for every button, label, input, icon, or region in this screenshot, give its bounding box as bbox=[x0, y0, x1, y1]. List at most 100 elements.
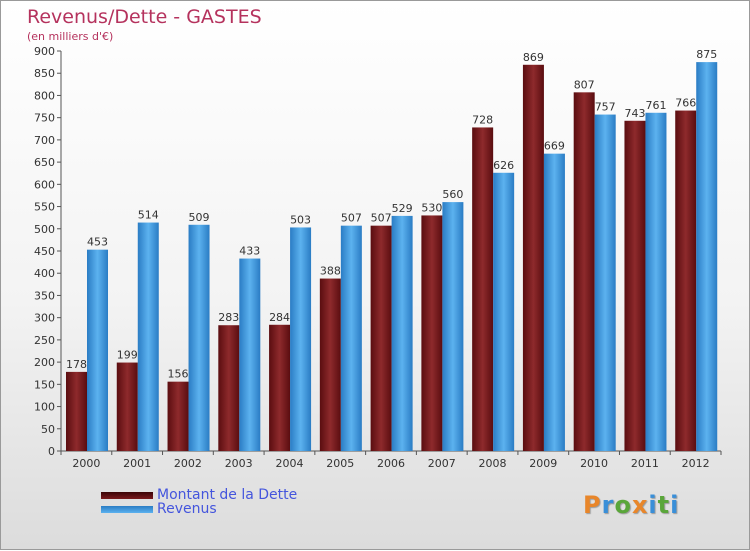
bar-debt bbox=[370, 225, 392, 451]
data-label-revenus: 669 bbox=[544, 140, 565, 153]
data-label-revenus: 503 bbox=[290, 213, 311, 226]
legend-swatch-revenus bbox=[101, 505, 153, 513]
legend-item-revenus: Revenus bbox=[101, 501, 217, 517]
legend-label-revenus: Revenus bbox=[157, 501, 217, 517]
bar-debt bbox=[675, 110, 697, 452]
y-tick-label: 600 bbox=[34, 178, 55, 191]
x-tick-label: 2002 bbox=[174, 457, 202, 470]
bar-debt bbox=[269, 324, 291, 451]
bar-revenus bbox=[594, 114, 616, 452]
x-tick-label: 2005 bbox=[326, 457, 354, 470]
x-tick-label: 2004 bbox=[275, 457, 303, 470]
y-tick-label: 800 bbox=[34, 89, 55, 102]
data-label-revenus: 514 bbox=[138, 209, 159, 222]
data-label-debt: 156 bbox=[168, 368, 189, 381]
y-tick-label: 150 bbox=[34, 378, 55, 391]
bar-debt bbox=[472, 127, 494, 451]
y-tick-label: 300 bbox=[34, 312, 55, 325]
x-tick-label: 2010 bbox=[580, 457, 608, 470]
y-tick-label: 450 bbox=[34, 245, 55, 258]
x-tick-label: 2011 bbox=[631, 457, 659, 470]
data-label-debt: 388 bbox=[320, 265, 341, 278]
data-label-debt: 869 bbox=[523, 51, 544, 64]
y-tick-label: 900 bbox=[34, 45, 55, 58]
bar-debt bbox=[522, 64, 544, 452]
bar-revenus bbox=[391, 215, 413, 451]
logo-letter: P bbox=[583, 491, 602, 519]
y-tick-label: 350 bbox=[34, 289, 55, 302]
bar-debt bbox=[218, 325, 240, 451]
bar-debt bbox=[573, 92, 595, 451]
y-tick-label: 850 bbox=[34, 67, 55, 80]
data-label-debt: 178 bbox=[66, 358, 87, 371]
x-tick-label: 2006 bbox=[377, 457, 405, 470]
bar-revenus bbox=[87, 249, 108, 451]
y-tick-label: 500 bbox=[34, 223, 55, 236]
y-tick-label: 700 bbox=[34, 134, 55, 147]
bar-debt bbox=[167, 381, 189, 451]
data-label-debt: 507 bbox=[371, 212, 392, 225]
data-label-revenus: 761 bbox=[645, 99, 666, 112]
x-tick-label: 2012 bbox=[682, 457, 710, 470]
y-tick-label: 750 bbox=[34, 112, 55, 125]
data-label-revenus: 757 bbox=[595, 101, 616, 114]
legend-label-debt: Montant de la Dette bbox=[157, 487, 298, 503]
bar-revenus bbox=[188, 224, 210, 451]
data-label-debt: 199 bbox=[117, 349, 138, 362]
data-label-debt: 530 bbox=[421, 201, 442, 214]
legend-swatch-debt bbox=[101, 491, 153, 499]
bar-revenus bbox=[239, 258, 261, 451]
proxiti-logo: Proxiti bbox=[583, 491, 679, 519]
bar-revenus bbox=[696, 62, 718, 451]
bar-debt bbox=[421, 215, 443, 451]
data-label-revenus: 453 bbox=[87, 236, 108, 249]
x-tick-label: 2008 bbox=[479, 457, 507, 470]
y-tick-label: 400 bbox=[34, 267, 55, 280]
data-label-debt: 284 bbox=[269, 311, 290, 324]
x-tick-label: 2007 bbox=[428, 457, 456, 470]
data-label-revenus: 560 bbox=[442, 188, 463, 201]
data-label-revenus: 509 bbox=[189, 211, 210, 224]
data-label-debt: 283 bbox=[218, 311, 239, 324]
logo-letter: t bbox=[657, 491, 671, 519]
bar-debt bbox=[66, 371, 87, 451]
chart-title: Revenus/Dette - GASTES bbox=[27, 6, 262, 28]
logo-letter: x bbox=[631, 491, 649, 519]
bar-revenus bbox=[645, 112, 667, 452]
data-label-debt: 743 bbox=[624, 107, 645, 120]
y-tick-label: 200 bbox=[34, 356, 55, 369]
bar-revenus bbox=[340, 225, 362, 451]
x-tick-label: 2000 bbox=[72, 457, 100, 470]
data-label-debt: 728 bbox=[472, 113, 493, 126]
data-label-debt: 807 bbox=[574, 78, 595, 91]
bar-debt bbox=[624, 120, 646, 452]
data-label-debt: 766 bbox=[675, 97, 696, 110]
legend-item-debt: Montant de la Dette bbox=[101, 487, 297, 503]
y-tick-label: 550 bbox=[34, 201, 55, 214]
data-label-revenus: 507 bbox=[341, 212, 362, 225]
y-tick-label: 0 bbox=[48, 445, 55, 458]
logo-letter: o bbox=[614, 491, 632, 519]
y-tick-label: 100 bbox=[34, 401, 55, 414]
bar-debt bbox=[116, 362, 138, 451]
data-label-revenus: 529 bbox=[392, 202, 413, 215]
bar-revenus bbox=[493, 172, 515, 451]
bar-revenus bbox=[543, 153, 565, 451]
data-label-revenus: 433 bbox=[239, 245, 260, 258]
bar-revenus bbox=[137, 222, 159, 451]
x-tick-label: 2009 bbox=[529, 457, 557, 470]
logo-letter: r bbox=[601, 491, 615, 519]
logo-letter: i bbox=[648, 491, 658, 519]
chart-subtitle: (en milliers d'€) bbox=[27, 30, 114, 43]
logo-letter: i bbox=[670, 491, 680, 519]
y-tick-label: 250 bbox=[34, 334, 55, 347]
data-label-revenus: 875 bbox=[696, 48, 717, 61]
bar-revenus bbox=[442, 202, 464, 451]
y-tick-label: 650 bbox=[34, 156, 55, 169]
y-tick-label: 50 bbox=[41, 423, 55, 436]
bar-revenus bbox=[290, 227, 312, 451]
x-tick-label: 2001 bbox=[123, 457, 151, 470]
x-tick-label: 2003 bbox=[225, 457, 253, 470]
